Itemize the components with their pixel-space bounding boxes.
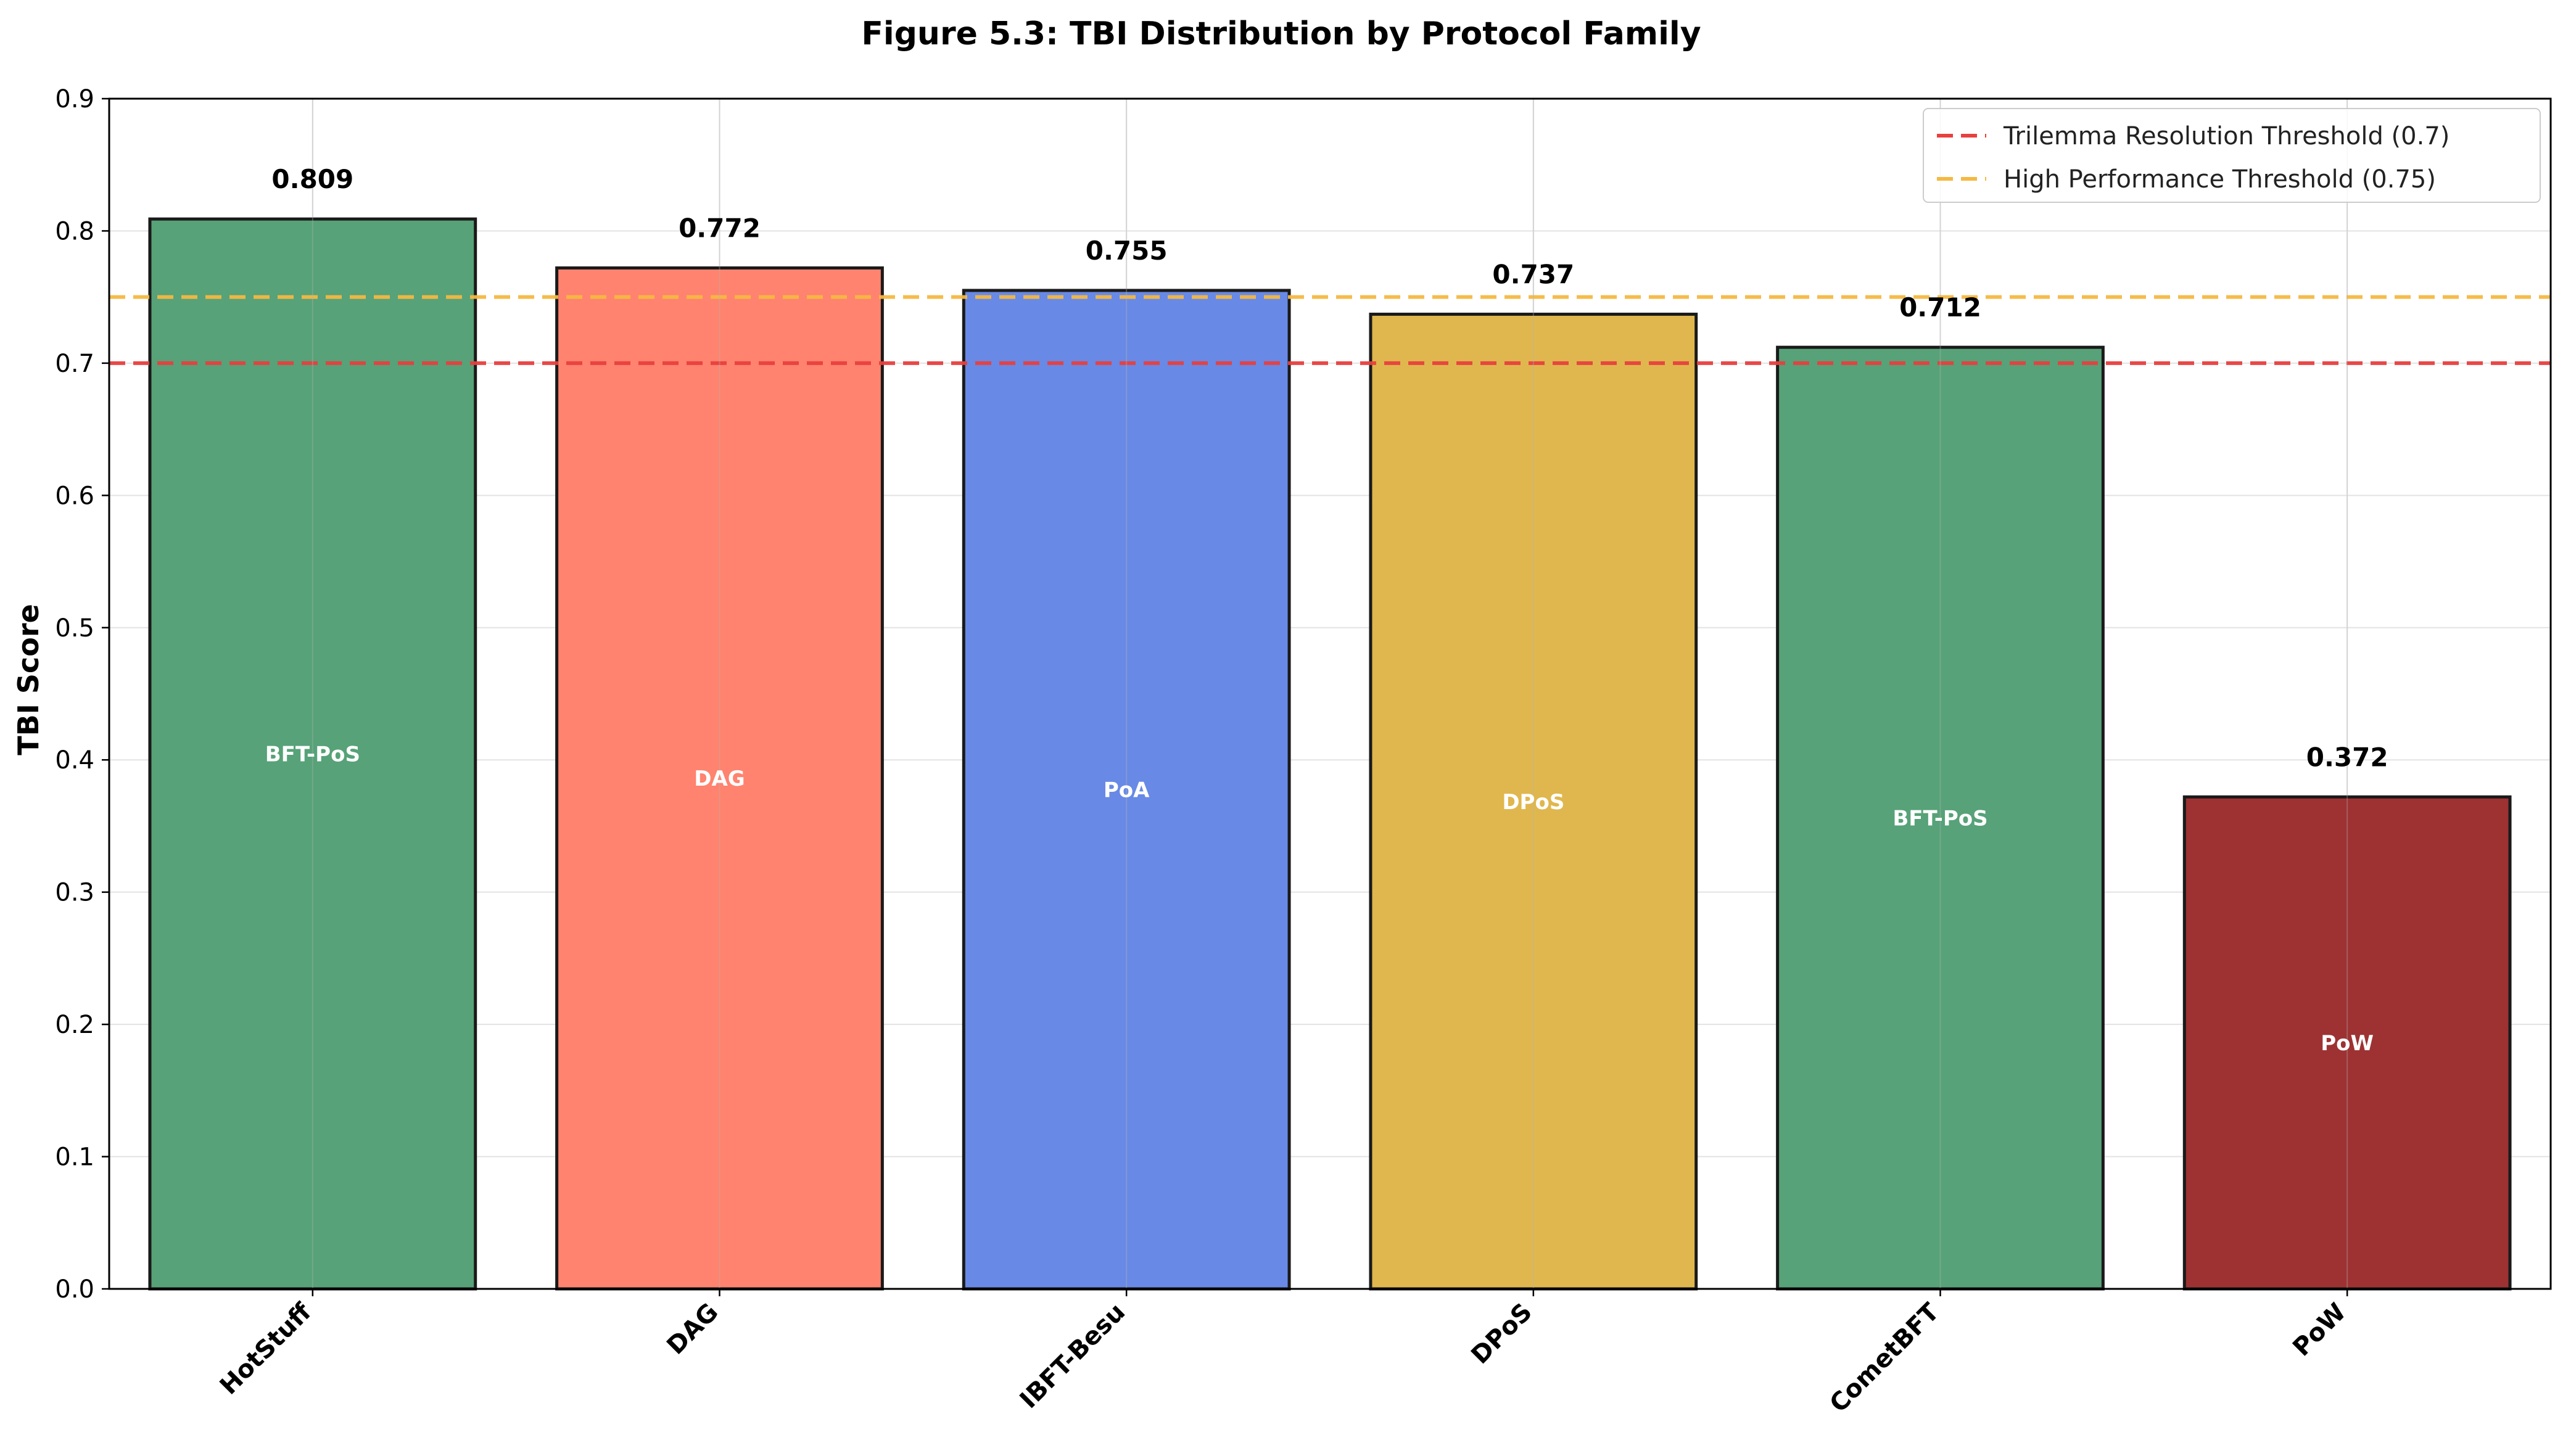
axes: 0.0 0.1 0.2 0.3 0.4 0.5 0.6 0.7 0.8 0.9	[55, 85, 2552, 1304]
bar-family-label: DPoS	[1502, 790, 1564, 815]
chart-title: Figure 5.3: TBI Distribution by Protocol…	[861, 15, 1701, 52]
legend-box	[1923, 108, 2541, 203]
bar-pow	[2182, 795, 2512, 1291]
bar-value-label: 0.809	[271, 164, 353, 194]
bars	[148, 217, 2512, 1291]
y-tick-label: 0.7	[55, 350, 94, 378]
bar-family-label: PoW	[2321, 1031, 2374, 1056]
bar-family-label: DAG	[694, 767, 745, 791]
threshold-lines	[109, 99, 2551, 1289]
bar-cometbft	[1776, 345, 2105, 1291]
x-category-label: PoW	[2287, 1298, 2351, 1362]
bar-value-label: 0.712	[1899, 292, 1981, 323]
y-tick-label: 0.1	[55, 1143, 94, 1172]
plot-frame	[108, 97, 2552, 1290]
y-axis-label: TBI Score	[12, 604, 45, 755]
bar-family-label: PoA	[1104, 778, 1150, 802]
y-tick-label: 0.4	[55, 746, 94, 775]
legend-entry-label: High Performance Threshold (0.75)	[2004, 165, 2436, 194]
y-tick-label: 0.0	[55, 1275, 94, 1304]
y-tick-label: 0.3	[55, 879, 94, 907]
y-tick-label: 0.2	[55, 1011, 94, 1039]
bar-value-label: 0.372	[2306, 742, 2388, 772]
bar-value-label: 0.755	[1086, 236, 1168, 266]
x-category-label: HotStuff	[215, 1298, 318, 1400]
bar-hotstuff	[148, 217, 477, 1291]
x-category-label: CometBFT	[1824, 1298, 1945, 1418]
x-category-label: DPoS	[1466, 1298, 1538, 1370]
y-tick-label: 0.8	[55, 217, 94, 245]
bar-family-label: BFT-PoS	[1892, 807, 1987, 831]
legend: Trilemma Resolution Threshold (0.7) High …	[1923, 108, 2541, 203]
bar-value-label: 0.737	[1492, 260, 1574, 290]
y-tick-label: 0.5	[55, 614, 94, 643]
y-tick-label: 0.6	[55, 482, 94, 510]
bar-family-label: BFT-PoS	[265, 742, 360, 767]
bar-ibft-besu	[962, 289, 1291, 1291]
legend-entry-label: Trilemma Resolution Threshold (0.7)	[2003, 122, 2450, 150]
y-tick-label: 0.9	[55, 85, 94, 113]
bar-value-label: 0.772	[679, 213, 761, 243]
x-category-label: DAG	[661, 1298, 724, 1360]
bar-dpos	[1369, 313, 1698, 1291]
x-category-label: IBFT-Besu	[1015, 1298, 1131, 1415]
